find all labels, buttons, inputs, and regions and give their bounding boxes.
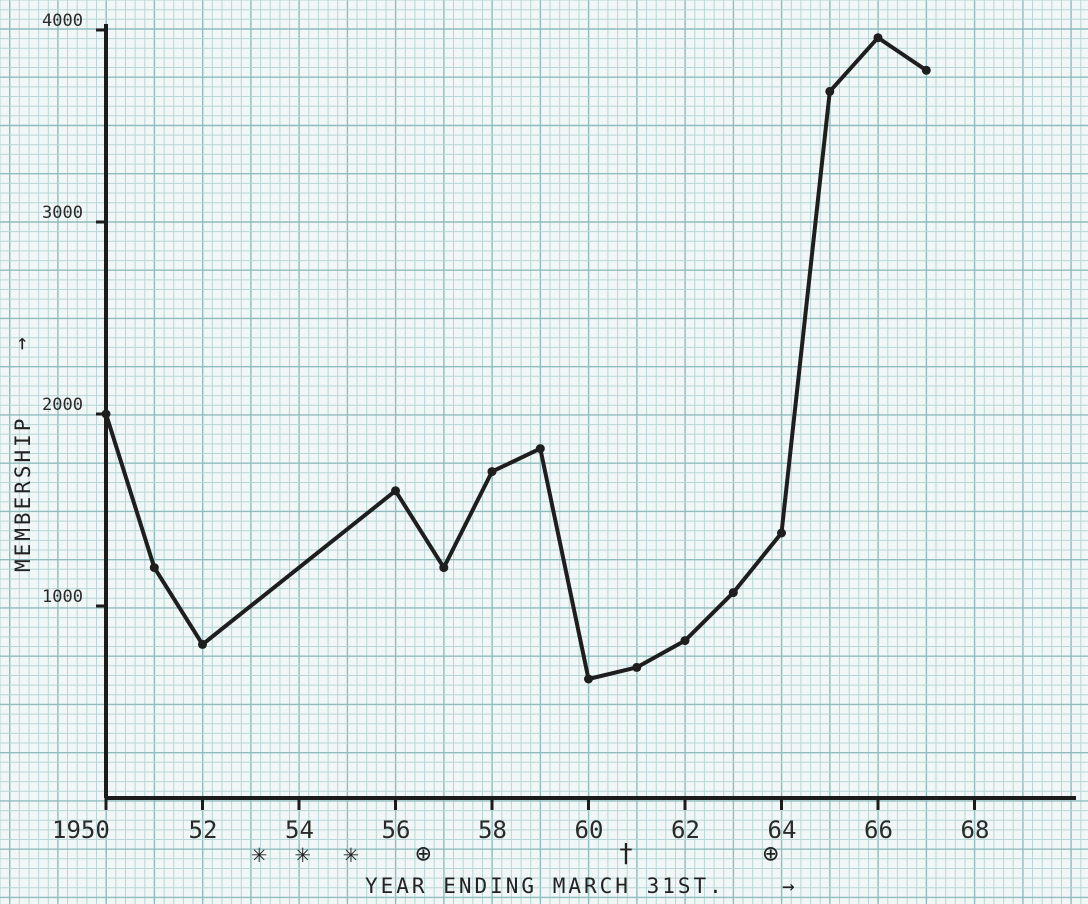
data-point (777, 528, 786, 538)
x-tick-label: 64 (768, 816, 797, 844)
y-tick-label: 2000 (42, 395, 83, 415)
y-tick-label: 4000 (42, 11, 83, 31)
membership-series (101, 33, 931, 684)
year-markers: ✳ ✳ ✳ ⊕ † ⊕ (251, 839, 778, 869)
data-point (873, 33, 883, 43)
data-point (487, 467, 497, 477)
y-axis-title: MEMBERSHIP (11, 416, 35, 572)
x-tick-label: 68 (961, 816, 990, 844)
y-tick-label: 3000 (42, 203, 83, 223)
data-point (632, 662, 642, 672)
data-point (921, 65, 931, 75)
x-tick-label: 58 (478, 816, 507, 844)
membership-line (104, 35, 929, 681)
year-marker-symbol: ✳ (251, 839, 267, 869)
x-axis-title-group: YEAR ENDING MARCH 31ST. → (365, 874, 798, 898)
x-tick-label: 56 (382, 816, 411, 844)
year-marker-symbol: ✳ (343, 839, 359, 869)
data-point (584, 674, 593, 684)
y-axis-ticks: 1000 2000 3000 4000 (42, 11, 106, 608)
x-tick-label: 60 (575, 816, 604, 844)
x-tick-label: 62 (671, 816, 700, 844)
y-axis-title-group: MEMBERSHIP → (9, 334, 35, 572)
x-axis-title: YEAR ENDING MARCH 31ST. (365, 874, 725, 898)
data-point (680, 636, 690, 646)
x-axis-arrow-icon: → (782, 874, 798, 898)
x-axis-ticks: 1950 52 54 56 58 60 62 64 66 68 (52, 798, 989, 844)
data-point (391, 486, 400, 496)
data-point (825, 86, 835, 96)
x-tick-label: 66 (864, 816, 893, 844)
year-marker-symbol: ⊕ (763, 839, 779, 869)
data-point (149, 563, 159, 573)
x-tick-label: 52 (189, 816, 218, 844)
data-point (198, 639, 207, 649)
data-point (439, 563, 449, 573)
data-point (101, 409, 111, 419)
y-axis-arrow-icon: → (9, 334, 33, 350)
year-marker-symbol: ✳ (295, 839, 311, 869)
x-tick-label: 1950 (52, 816, 110, 844)
year-marker-symbol: † (618, 839, 634, 869)
data-point (535, 444, 545, 454)
x-tick-label: 54 (285, 816, 314, 844)
year-marker-symbol: ⊕ (415, 839, 431, 869)
data-point (728, 588, 738, 598)
y-tick-label: 1000 (42, 587, 83, 607)
